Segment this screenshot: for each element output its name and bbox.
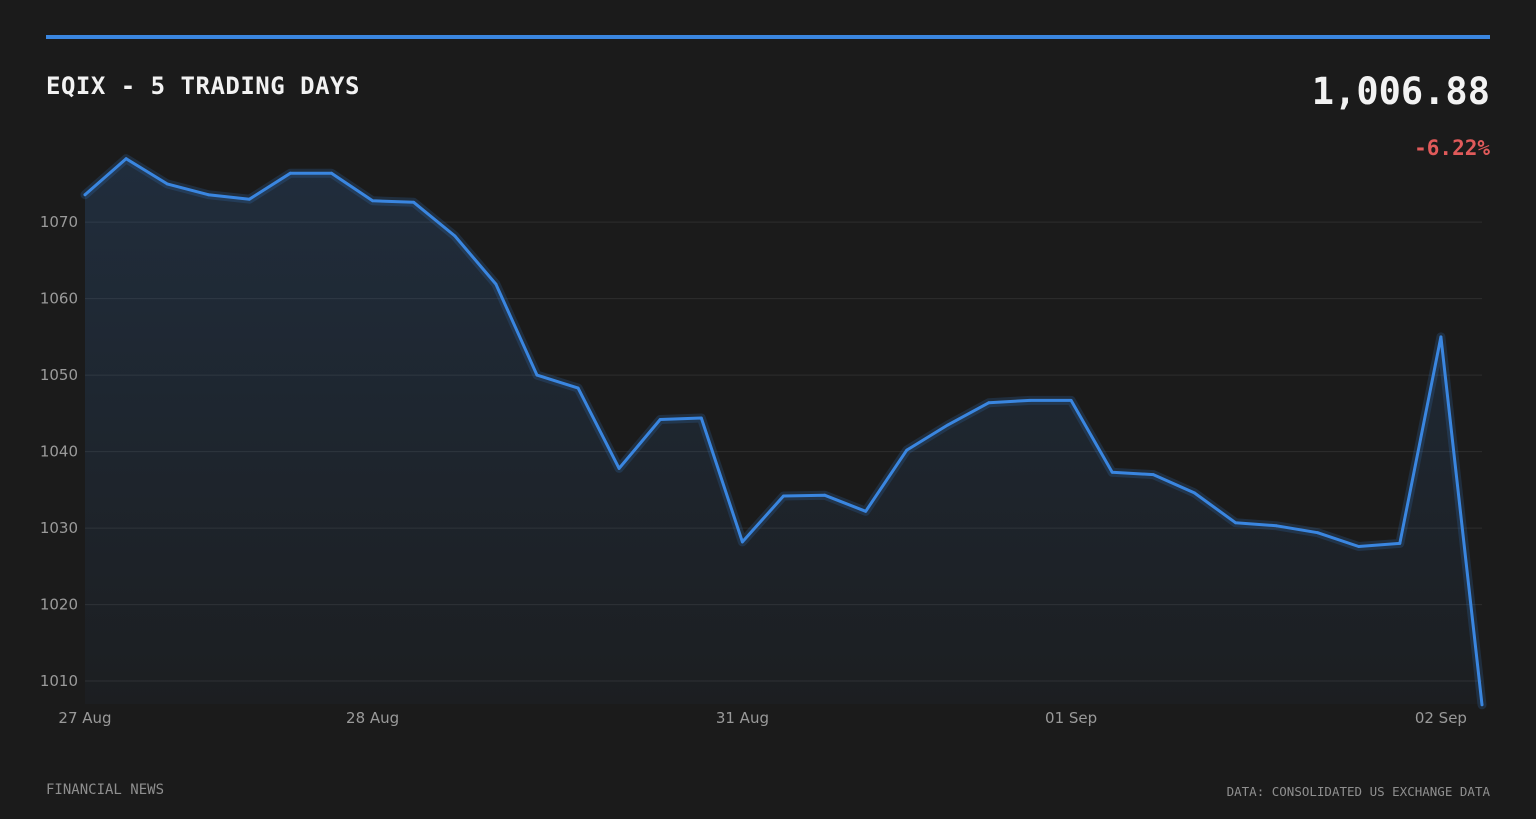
data-point <box>494 282 498 286</box>
data-point <box>576 386 580 390</box>
chart-title: EQIX - 5 TRADING DAYS <box>46 72 360 100</box>
y-tick-label: 1020 <box>40 596 78 614</box>
data-point <box>658 418 662 421</box>
data-point <box>1316 531 1319 535</box>
data-point <box>330 171 333 175</box>
data-point <box>1193 491 1196 495</box>
data-point <box>699 416 703 420</box>
data-point <box>1357 545 1361 548</box>
data-point <box>412 200 416 204</box>
data-point <box>782 494 785 498</box>
top-accent-rule <box>46 35 1490 39</box>
y-tick-label: 1030 <box>40 519 78 537</box>
x-tick-label: 31 Aug <box>716 709 769 727</box>
data-point <box>987 401 991 405</box>
data-point <box>1275 524 1278 528</box>
data-point <box>823 493 826 497</box>
data-point <box>453 234 457 238</box>
y-tick-label: 1070 <box>40 213 78 231</box>
data-point <box>248 197 251 201</box>
y-tick-label: 1060 <box>40 290 78 308</box>
data-point <box>905 448 909 452</box>
data-point <box>1069 399 1073 402</box>
price-area-fill <box>85 158 1482 705</box>
data-point <box>946 423 950 427</box>
data-point <box>165 182 169 186</box>
data-point <box>535 373 539 377</box>
data-point <box>1028 399 1032 402</box>
data-point <box>617 467 621 470</box>
y-tick-label: 1040 <box>40 443 78 461</box>
data-point <box>1439 335 1443 339</box>
data-point <box>1480 703 1484 707</box>
data-point <box>206 193 210 197</box>
data-point <box>371 199 374 203</box>
data-point <box>289 171 292 175</box>
data-point <box>1234 521 1237 525</box>
data-point <box>1398 542 1402 545</box>
footer-source: FINANCIAL NEWS <box>46 782 165 798</box>
data-point <box>741 540 744 544</box>
price-change-percent: -6.22% <box>1414 136 1490 160</box>
data-point <box>124 157 128 161</box>
x-tick-label: 27 Aug <box>58 709 111 727</box>
last-price: 1,006.88 <box>1311 70 1490 113</box>
data-point <box>864 509 868 513</box>
x-tick-label: 01 Sep <box>1045 709 1097 727</box>
y-tick-label: 1050 <box>40 366 78 384</box>
data-point <box>1110 470 1114 474</box>
footer-data-credit: DATA: CONSOLIDATED US EXCHANGE DATA <box>1226 784 1490 799</box>
y-tick-label: 1010 <box>40 672 78 690</box>
x-tick-label: 02 Sep <box>1415 709 1467 727</box>
data-point <box>1151 473 1155 476</box>
x-tick-label: 28 Aug <box>346 709 399 727</box>
data-point <box>83 193 87 197</box>
